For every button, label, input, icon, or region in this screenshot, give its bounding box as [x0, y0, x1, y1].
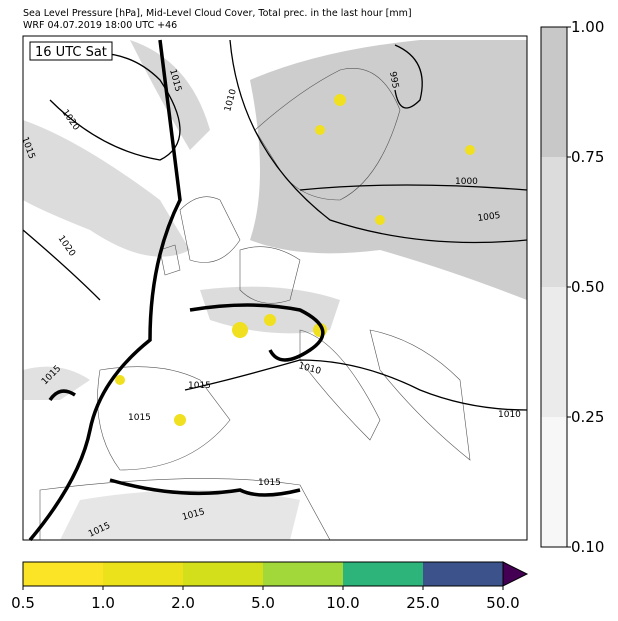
tick-label: 0.75: [571, 148, 604, 166]
map: 1015 1020 1015 1010 995 1000 1005 1020 1…: [19, 35, 528, 542]
title-line: Sea Level Pressure [hPa], Mid-Level Clou…: [23, 8, 412, 19]
tick-label: 0.50: [571, 278, 604, 296]
tick-label: 0.25: [571, 408, 604, 426]
colorbar-segment: [183, 562, 263, 586]
isobar-label: 1015: [128, 413, 151, 423]
colorbar-extension: [502, 561, 529, 587]
tick-label: 50.0: [486, 594, 519, 612]
cloud-cover: [23, 40, 527, 540]
colorbar-segment: [423, 562, 503, 586]
cloud-colorbar: 0.10 0.25 0.50 0.75 1.00: [540, 18, 604, 556]
coastlines: [39, 68, 471, 541]
tick-label: 5.0: [251, 594, 275, 612]
isobar-label: 1010: [498, 410, 521, 420]
tick-label: 1.00: [571, 18, 604, 36]
precipitation: [115, 94, 475, 426]
colorbar-segment: [343, 562, 423, 586]
tick-label: 1.0: [91, 594, 115, 612]
tick-label: 25.0: [406, 594, 439, 612]
precip-colorbar: 0.5 1.0 2.0 5.0 10.0 25.0 50.0: [11, 561, 529, 612]
subtitle-line: WRF 04.07.2019 18:00 UTC +46: [23, 20, 177, 31]
isobar-label: 995: [387, 71, 400, 90]
colorbar-segment: [541, 27, 567, 157]
time-label: 16 UTC Sat: [35, 45, 107, 60]
time-label-box: [29, 41, 113, 61]
isobar-label: 1015: [188, 381, 211, 391]
tick-label: 10.0: [326, 594, 359, 612]
isobars: [22, 39, 528, 542]
colorbar-segment: [103, 562, 183, 586]
isobar-label: 1000: [455, 177, 478, 187]
isobar-label: 1015: [258, 478, 281, 488]
colorbar-segment: [263, 562, 343, 586]
isobar-label: 1005: [477, 211, 501, 224]
colorbar-segment: [541, 417, 567, 547]
colorbar-segment: [541, 287, 567, 417]
colorbar-segment: [23, 562, 103, 586]
tick-label: 2.0: [171, 594, 195, 612]
map-frame: [22, 35, 528, 541]
colorbar-segment: [541, 157, 567, 287]
tick-label: 0.10: [571, 538, 604, 556]
tick-label: 0.5: [11, 594, 35, 612]
